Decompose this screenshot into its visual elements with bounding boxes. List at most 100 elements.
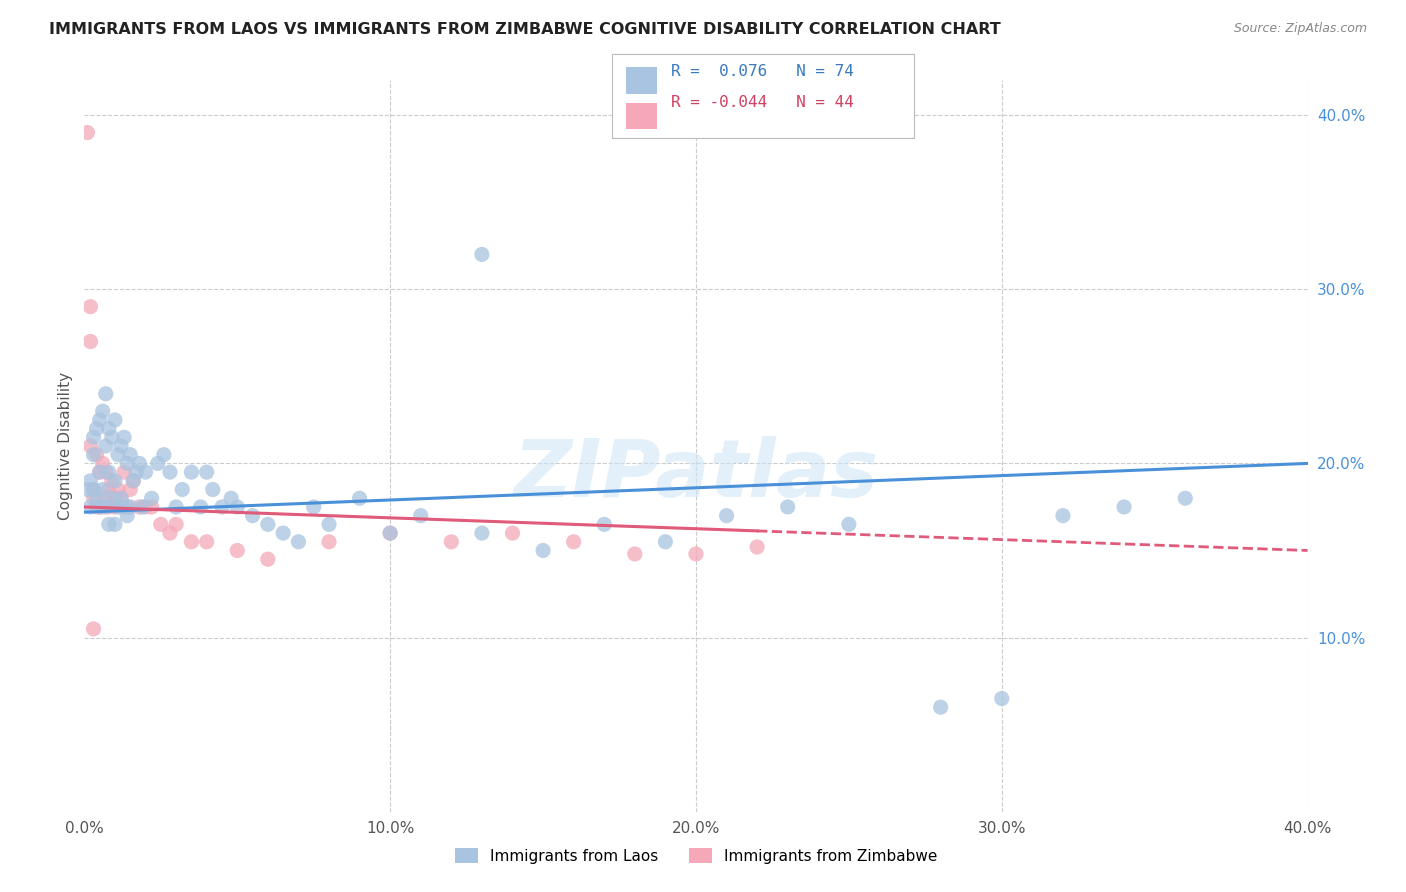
Point xyxy=(226,543,249,558)
Point xyxy=(79,500,101,514)
Point xyxy=(409,508,432,523)
Point xyxy=(271,526,294,541)
Point xyxy=(165,500,187,514)
Point xyxy=(159,526,181,541)
Point xyxy=(101,430,124,444)
Point xyxy=(1114,500,1136,514)
Point xyxy=(83,483,105,497)
Point xyxy=(101,474,124,488)
Point xyxy=(94,439,117,453)
Point xyxy=(226,500,249,514)
Point xyxy=(83,483,105,497)
Point xyxy=(76,126,98,140)
Text: IMMIGRANTS FROM LAOS VS IMMIGRANTS FROM ZIMBABWE COGNITIVE DISABILITY CORRELATIO: IMMIGRANTS FROM LAOS VS IMMIGRANTS FROM … xyxy=(49,22,1001,37)
Point xyxy=(79,300,101,314)
Point xyxy=(219,491,242,506)
Point xyxy=(380,526,402,541)
Point xyxy=(502,526,524,541)
Point xyxy=(747,540,769,554)
Point xyxy=(838,517,860,532)
Point xyxy=(180,534,202,549)
Point xyxy=(318,534,340,549)
Point xyxy=(91,500,114,514)
Point xyxy=(110,491,132,506)
Point xyxy=(1052,508,1074,523)
Point xyxy=(86,448,108,462)
Point xyxy=(716,508,738,523)
Point xyxy=(104,474,127,488)
Point xyxy=(112,465,135,479)
Point xyxy=(685,547,707,561)
Point xyxy=(91,483,114,497)
Point xyxy=(302,500,325,514)
Text: ZIPatlas: ZIPatlas xyxy=(513,436,879,515)
Text: R =  0.076   N = 74: R = 0.076 N = 74 xyxy=(671,64,853,79)
Point xyxy=(79,474,101,488)
Point xyxy=(120,448,142,462)
Point xyxy=(929,700,952,714)
Point xyxy=(112,430,135,444)
Point xyxy=(104,500,127,514)
Point xyxy=(107,448,129,462)
Point xyxy=(120,500,142,514)
Point xyxy=(94,500,117,514)
Point xyxy=(104,517,127,532)
Point xyxy=(242,508,264,523)
Point xyxy=(79,334,101,349)
Point xyxy=(115,500,138,514)
Point xyxy=(120,483,142,497)
Point xyxy=(94,386,117,401)
Point xyxy=(125,465,148,479)
Point xyxy=(86,491,108,506)
Point xyxy=(440,534,463,549)
Point xyxy=(128,500,150,514)
Point xyxy=(146,457,169,471)
Point xyxy=(190,500,212,514)
Point xyxy=(83,448,105,462)
Text: Source: ZipAtlas.com: Source: ZipAtlas.com xyxy=(1233,22,1367,36)
Point xyxy=(97,517,120,532)
Point xyxy=(195,534,218,549)
Point xyxy=(83,430,105,444)
Point xyxy=(91,457,114,471)
Point xyxy=(107,483,129,497)
Point xyxy=(172,483,194,497)
Point xyxy=(97,465,120,479)
Point xyxy=(180,465,202,479)
Point xyxy=(122,474,145,488)
Point xyxy=(471,526,494,541)
Point xyxy=(89,500,111,514)
Point xyxy=(86,500,108,514)
Point xyxy=(104,491,127,506)
Point xyxy=(593,517,616,532)
Point xyxy=(97,500,120,514)
Point xyxy=(128,457,150,471)
Point xyxy=(135,465,157,479)
Point xyxy=(83,491,105,506)
Point xyxy=(380,526,402,541)
Point xyxy=(86,421,108,435)
Point xyxy=(89,500,111,514)
Point xyxy=(776,500,799,514)
Point xyxy=(89,413,111,427)
Point xyxy=(287,534,309,549)
Point xyxy=(101,491,124,506)
Point xyxy=(165,517,187,532)
Point xyxy=(211,500,233,514)
Y-axis label: Cognitive Disability: Cognitive Disability xyxy=(58,372,73,520)
Point xyxy=(562,534,585,549)
Point xyxy=(531,543,554,558)
Point xyxy=(122,474,145,488)
Point xyxy=(149,517,172,532)
Point xyxy=(195,465,218,479)
Point xyxy=(135,500,157,514)
Point xyxy=(141,500,163,514)
Point xyxy=(654,534,676,549)
Point xyxy=(257,517,280,532)
Point xyxy=(104,413,127,427)
Point xyxy=(76,483,98,497)
Point xyxy=(97,421,120,435)
Point xyxy=(89,465,111,479)
Point xyxy=(91,404,114,418)
Point xyxy=(110,491,132,506)
